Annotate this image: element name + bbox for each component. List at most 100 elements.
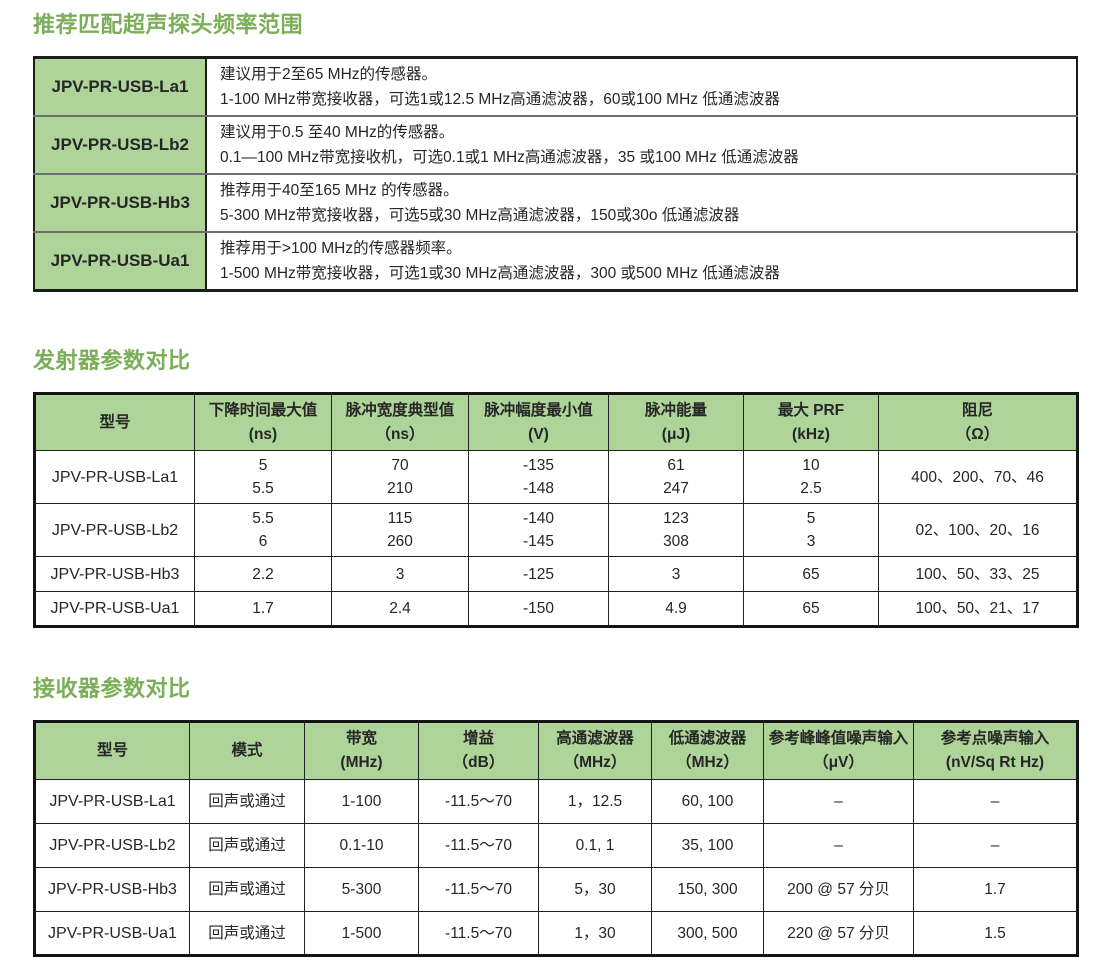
description-cell: 建议用于0.5 至40 MHz的传感器。 0.1—100 MHz带宽接收机，可选…: [205, 115, 1078, 175]
value-cell: 5-300: [304, 867, 419, 912]
value-cell: 3: [331, 556, 469, 592]
table-row: JPV-PR-USB-Lb2 建议用于0.5 至40 MHz的传感器。 0.1—1…: [33, 115, 1078, 175]
value-cell: -11.5～70: [418, 779, 539, 824]
column-header: 增益 （dB）: [418, 721, 539, 780]
section-probe-range: 推荐匹配超声探头频率范围 JPV-PR-USB-La1 建议用于2至65 MHz的…: [33, 11, 1078, 292]
table-row: JPV-PR-USB-La1 回声或通过 1-100 -11.5～70 1，12.5 60…: [34, 779, 1078, 824]
value-cell: –: [763, 823, 914, 868]
table-row: JPV-PR-USB-La1 5 5.5 70 210 -135 -148 61 247…: [34, 450, 1078, 504]
model-cell: JPV-PR-USB-Ua1: [34, 911, 190, 956]
column-header: 高通滤波器 （MHz）: [538, 721, 652, 780]
column-header: 参考峰峰值噪声输入 （μV）: [763, 721, 914, 780]
value-cell: 2.2: [194, 556, 332, 592]
value-cell: 3: [608, 556, 744, 592]
value-cell: 65: [743, 591, 879, 627]
value-cell: 0.1, 1: [538, 823, 652, 868]
description-cell: 推荐用于40至165 MHz 的传感器。 5-300 MHz带宽接收器，可选5或…: [205, 173, 1078, 233]
column-header: 脉冲宽度典型值 （ns）: [331, 393, 469, 451]
section-title-receiver: 接收器参数对比: [33, 676, 191, 701]
value-cell: 65: [743, 556, 879, 592]
model-cell: JPV-PR-USB-La1: [34, 450, 195, 504]
value-cell: -11.5～70: [418, 911, 539, 956]
column-header: 最大 PRF (kHz): [743, 393, 879, 451]
value-cell: 5，30: [538, 867, 652, 912]
column-header: 下降时间最大值 (ns): [194, 393, 332, 451]
model-cell: JPV-PR-USB-La1: [34, 779, 190, 824]
section-transmitter: 发射器参数对比 型号 下降时间最大值 (ns) 脉冲宽度典型值 （ns） 脉冲幅度最小…: [33, 347, 1079, 628]
value-cell: -150: [468, 591, 609, 627]
column-header: 脉冲能量 (μJ): [608, 393, 744, 451]
value-cell: 150, 300: [651, 867, 764, 912]
table-row: JPV-PR-USB-Lb2 5.5 6 115 260 -140 -145 123 3…: [34, 503, 1078, 557]
probe-range-table: JPV-PR-USB-La1 建议用于2至65 MHz的传感器。 1-100 MH…: [33, 56, 1078, 292]
description-cell: 推荐用于>100 MHz的传感器频率。 1-500 MHz带宽接收器，可选1或3…: [205, 231, 1078, 292]
column-header: 型号: [34, 721, 190, 780]
section-receiver: 接收器参数对比 型号 模式 带宽 (MHz) 增益 （dB） 高通滤波器 （MHz） 低通…: [33, 675, 1079, 957]
value-cell: 61 247: [608, 450, 744, 504]
value-cell: 1，12.5: [538, 779, 652, 824]
column-header: 带宽 (MHz): [304, 721, 419, 780]
model-cell: JPV-PR-USB-Lb2: [34, 823, 190, 868]
header-row: 型号 下降时间最大值 (ns) 脉冲宽度典型值 （ns） 脉冲幅度最小值 (V) 脉冲能…: [34, 393, 1078, 451]
value-cell: -125: [468, 556, 609, 592]
value-cell: 回声或通过: [189, 823, 305, 868]
model-cell: JPV-PR-USB-Hb3: [34, 556, 195, 592]
value-cell: 60, 100: [651, 779, 764, 824]
section-title-probe-range: 推荐匹配超声探头频率范围: [33, 12, 304, 37]
value-cell: 5 5.5: [194, 450, 332, 504]
table-row: JPV-PR-USB-Hb3 推荐用于40至165 MHz 的传感器。 5-300…: [33, 173, 1078, 233]
table-row: JPV-PR-USB-Ua1 回声或通过 1-500 -11.5～70 1，30 300,…: [34, 911, 1078, 956]
value-cell: -11.5～70: [418, 823, 539, 868]
table-row: JPV-PR-USB-La1 建议用于2至65 MHz的传感器。 1-100 MH…: [33, 56, 1078, 117]
column-header: 低通滤波器 （MHz）: [651, 721, 764, 780]
value-cell: 1.5: [913, 911, 1078, 956]
model-cell: JPV-PR-USB-Ua1: [34, 591, 195, 627]
value-cell: 123 308: [608, 503, 744, 557]
value-cell: 220 @ 57 分贝: [763, 911, 914, 956]
table-row: JPV-PR-USB-Hb3 2.2 3 -125 3 65 100、50、33、25: [34, 556, 1078, 592]
column-header: 参考点噪声输入 (nV/Sq Rt Hz): [913, 721, 1078, 780]
value-cell: -11.5～70: [418, 867, 539, 912]
value-cell: 100、50、33、25: [878, 556, 1078, 592]
value-cell: 回声或通过: [189, 911, 305, 956]
value-cell: 0.1-10: [304, 823, 419, 868]
receiver-table: 型号 模式 带宽 (MHz) 增益 （dB） 高通滤波器 （MHz） 低通滤波器 （MHz…: [33, 720, 1079, 957]
model-cell: JPV-PR-USB-La1: [33, 56, 207, 117]
value-cell: 70 210: [331, 450, 469, 504]
value-cell: 100、50、21、17: [878, 591, 1078, 627]
table-row: JPV-PR-USB-Hb3 回声或通过 5-300 -11.5～70 5，30 150,…: [34, 867, 1078, 912]
model-cell: JPV-PR-USB-Lb2: [33, 115, 207, 175]
value-cell: 400、200、70、46: [878, 450, 1078, 504]
section-title-transmitter: 发射器参数对比: [33, 348, 191, 373]
value-cell: 115 260: [331, 503, 469, 557]
value-cell: 200 @ 57 分贝: [763, 867, 914, 912]
value-cell: 1.7: [913, 867, 1078, 912]
column-header: 型号: [34, 393, 195, 451]
value-cell: 02、100、20、16: [878, 503, 1078, 557]
value-cell: 回声或通过: [189, 867, 305, 912]
model-cell: JPV-PR-USB-Hb3: [34, 867, 190, 912]
value-cell: –: [913, 779, 1078, 824]
description-cell: 建议用于2至65 MHz的传感器。 1-100 MHz带宽接收器，可选1或12.…: [205, 56, 1078, 117]
value-cell: 1-500: [304, 911, 419, 956]
table-row: JPV-PR-USB-Ua1 1.7 2.4 -150 4.9 65 100、50、21、1…: [34, 591, 1078, 627]
datasheet-page: 推荐匹配超声探头频率范围 JPV-PR-USB-La1 建议用于2至65 MHz的…: [33, 11, 1079, 957]
value-cell: 35, 100: [651, 823, 764, 868]
model-cell: JPV-PR-USB-Ua1: [33, 231, 207, 292]
table-row: JPV-PR-USB-Ua1 推荐用于>100 MHz的传感器频率。 1-500 …: [33, 231, 1078, 292]
value-cell: -135 -148: [468, 450, 609, 504]
column-header: 脉冲幅度最小值 (V): [468, 393, 609, 451]
transmitter-table: 型号 下降时间最大值 (ns) 脉冲宽度典型值 （ns） 脉冲幅度最小值 (V) 脉冲能…: [33, 392, 1079, 628]
value-cell: 1，30: [538, 911, 652, 956]
value-cell: –: [913, 823, 1078, 868]
value-cell: –: [763, 779, 914, 824]
value-cell: 1.7: [194, 591, 332, 627]
value-cell: 1-100: [304, 779, 419, 824]
value-cell: 4.9: [608, 591, 744, 627]
value-cell: 300, 500: [651, 911, 764, 956]
value-cell: 5.5 6: [194, 503, 332, 557]
value-cell: 2.4: [331, 591, 469, 627]
value-cell: -140 -145: [468, 503, 609, 557]
value-cell: 10 2.5: [743, 450, 879, 504]
